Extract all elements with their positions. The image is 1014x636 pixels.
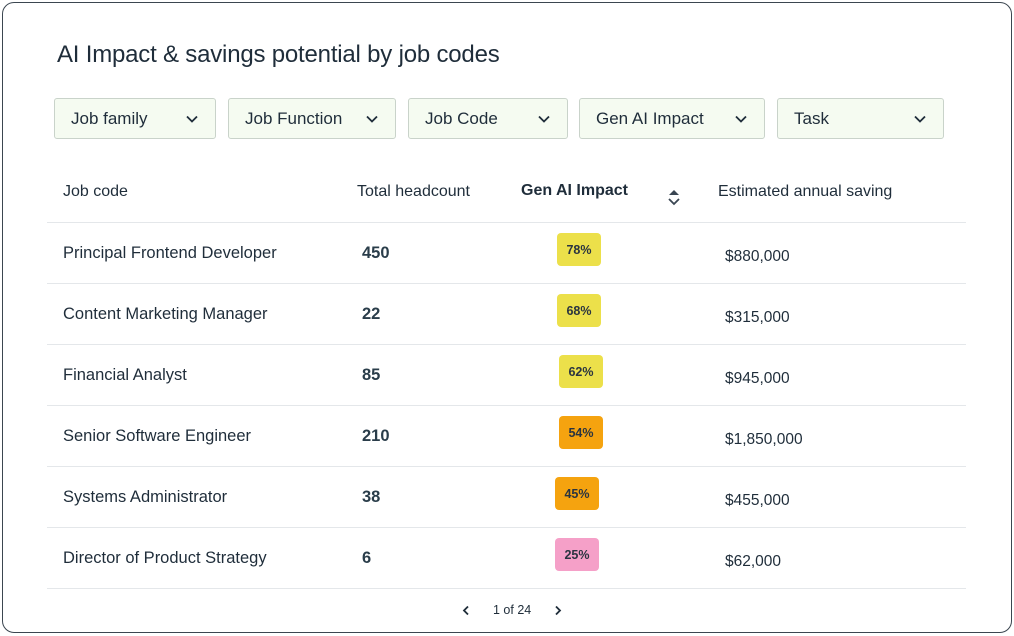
table-row[interactable]: Content Marketing Manager 22 68% $315,00… <box>47 284 966 345</box>
job-code-cell: Principal Frontend Developer <box>63 244 277 262</box>
saving-cell: $1,850,000 <box>725 431 803 448</box>
header-job-code[interactable]: Job code <box>63 183 128 200</box>
job-code-cell: Senior Software Engineer <box>63 427 252 445</box>
header-estimated-saving[interactable]: Estimated annual saving <box>718 183 893 200</box>
saving-cell: $455,000 <box>725 492 790 509</box>
filter-gen-ai-impact[interactable]: Gen AI Impact <box>579 98 765 139</box>
table-row[interactable]: Financial Analyst 85 62% $945,000 <box>47 345 966 406</box>
job-code-cell: Director of Product Strategy <box>63 549 267 567</box>
impact-badge: 62% <box>559 355 603 388</box>
filter-task[interactable]: Task <box>777 98 944 139</box>
impact-badge: 25% <box>555 538 599 571</box>
filter-job-function[interactable]: Job Function <box>228 98 396 139</box>
impact-badge: 54% <box>559 416 603 449</box>
page-indicator: 1 of 24 <box>493 603 532 617</box>
page-title: AI Impact & savings potential by job cod… <box>57 41 500 68</box>
chevron-down-icon <box>913 112 927 126</box>
filter-job-family[interactable]: Job family <box>54 98 216 139</box>
saving-cell: $945,000 <box>725 370 790 387</box>
job-code-cell: Content Marketing Manager <box>63 305 268 323</box>
pagination: 1 of 24 <box>459 600 565 620</box>
chevron-left-icon[interactable] <box>459 603 473 617</box>
job-code-cell: Financial Analyst <box>63 366 187 384</box>
saving-cell: $880,000 <box>725 248 790 265</box>
table-row[interactable]: Senior Software Engineer 210 54% $1,850,… <box>47 406 966 467</box>
filter-label: Gen AI Impact <box>596 108 704 128</box>
filter-label: Job family <box>71 108 148 128</box>
saving-cell: $62,000 <box>725 553 782 570</box>
headcount-cell: 210 <box>362 427 390 445</box>
saving-cell: $315,000 <box>725 309 790 326</box>
headcount-cell: 85 <box>362 366 381 384</box>
chevron-down-icon <box>537 112 551 126</box>
impact-badge: 78% <box>557 233 601 266</box>
sort-icon[interactable] <box>667 187 681 207</box>
headcount-cell: 22 <box>362 305 381 323</box>
table-row[interactable]: Systems Administrator 38 45% $455,000 <box>47 467 966 528</box>
header-gen-ai-impact[interactable]: Gen AI Impact <box>521 182 628 199</box>
table-header: Job code Total headcount Gen AI Impact E… <box>47 173 966 223</box>
filter-label: Job Code <box>425 108 498 128</box>
chevron-down-icon <box>734 112 748 126</box>
header-total-headcount[interactable]: Total headcount <box>357 183 470 200</box>
chevron-down-icon <box>185 112 199 126</box>
filter-label: Task <box>794 108 829 128</box>
table-row[interactable]: Director of Product Strategy 6 25% $62,0… <box>47 528 966 589</box>
chevron-right-icon[interactable] <box>551 603 565 617</box>
job-code-cell: Systems Administrator <box>63 488 228 506</box>
impact-badge: 45% <box>555 477 599 510</box>
headcount-cell: 38 <box>362 488 381 506</box>
table-row[interactable]: Principal Frontend Developer 450 78% $88… <box>47 223 966 284</box>
headcount-cell: 6 <box>362 549 372 567</box>
impact-badge: 68% <box>557 294 601 327</box>
headcount-cell: 450 <box>362 244 390 262</box>
filter-label: Job Function <box>245 108 343 128</box>
chevron-down-icon <box>365 112 379 126</box>
filter-job-code[interactable]: Job Code <box>408 98 568 139</box>
